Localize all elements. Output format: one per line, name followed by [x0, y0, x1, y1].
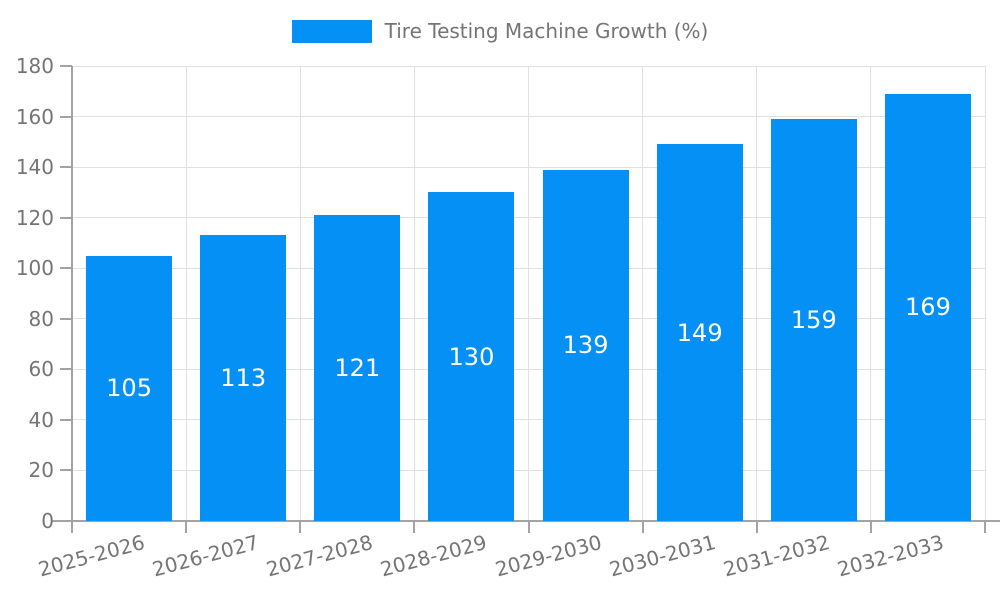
v-gridline	[528, 66, 529, 521]
legend: Tire Testing Machine Growth (%)	[0, 19, 1000, 43]
y-axis-line	[71, 66, 73, 533]
bar-value-label: 105	[106, 374, 152, 403]
bar[interactable]: 105	[86, 255, 173, 521]
y-axis-tick	[60, 317, 72, 320]
bar[interactable]: 113	[200, 235, 287, 521]
x-tick-label: 2030-2031	[606, 530, 718, 582]
bar[interactable]: 139	[542, 169, 629, 521]
bar[interactable]: 149	[656, 144, 743, 521]
y-axis-tick	[60, 216, 72, 219]
bar[interactable]: 121	[314, 215, 401, 521]
x-tick-label: 2025-2026	[35, 530, 148, 582]
legend-label: Tire Testing Machine Growth (%)	[384, 19, 709, 43]
y-axis-tick	[60, 267, 72, 270]
x-axis-tick	[413, 521, 416, 533]
y-tick-label: 40	[28, 407, 54, 432]
y-tick-label: 0	[41, 509, 54, 533]
v-gridline	[185, 66, 187, 521]
y-axis-tick	[60, 368, 72, 371]
x-axis-line	[52, 520, 1000, 522]
v-gridline	[984, 66, 986, 521]
x-axis-tick	[527, 521, 530, 533]
bar-value-label: 113	[220, 364, 267, 393]
y-axis-tick	[60, 418, 72, 421]
v-gridline	[299, 66, 301, 521]
v-gridline	[756, 66, 758, 521]
x-tick-label: 2032-2033	[834, 530, 947, 582]
v-gridline	[870, 66, 872, 521]
bar-value-label: 139	[562, 331, 609, 360]
y-tick-label: 180	[15, 54, 54, 78]
y-tick-label: 100	[15, 256, 54, 281]
x-tick-label: 2029-2030	[492, 530, 604, 582]
legend-item[interactable]: Tire Testing Machine Growth (%)	[291, 19, 709, 43]
y-axis-tick	[60, 166, 72, 169]
x-tick-label: 2027-2028	[264, 530, 376, 582]
v-gridline	[413, 66, 415, 521]
legend-swatch	[291, 19, 372, 43]
x-axis-tick	[299, 521, 302, 533]
x-axis-tick	[869, 521, 872, 533]
bar-value-label: 149	[676, 318, 723, 347]
bar-value-label: 130	[448, 342, 495, 371]
x-axis-tick	[755, 521, 758, 533]
y-axis-tick	[60, 115, 72, 118]
y-tick-label: 120	[15, 205, 54, 230]
x-tick-label: 2026-2027	[149, 530, 262, 582]
y-tick-label: 80	[28, 306, 54, 331]
x-tick-label: 2031-2032	[720, 530, 833, 582]
y-tick-label: 160	[15, 104, 54, 129]
y-tick-label: 60	[28, 357, 54, 382]
y-tick-label: 20	[28, 458, 54, 483]
x-axis-tick	[984, 521, 986, 533]
y-tick-label: 140	[15, 155, 54, 180]
y-axis-tick	[60, 469, 72, 472]
bar-value-label: 121	[334, 354, 381, 383]
bar-value-label: 169	[905, 293, 951, 322]
bar-value-label: 159	[790, 306, 837, 335]
y-axis-tick	[60, 65, 72, 67]
bar[interactable]: 130	[428, 192, 515, 521]
bar[interactable]: 169	[884, 93, 971, 521]
v-gridline	[642, 66, 644, 521]
bar[interactable]: 159	[770, 119, 857, 521]
x-tick-label: 2028-2029	[378, 530, 490, 582]
x-axis-tick	[641, 521, 644, 533]
x-axis-tick	[185, 521, 188, 533]
